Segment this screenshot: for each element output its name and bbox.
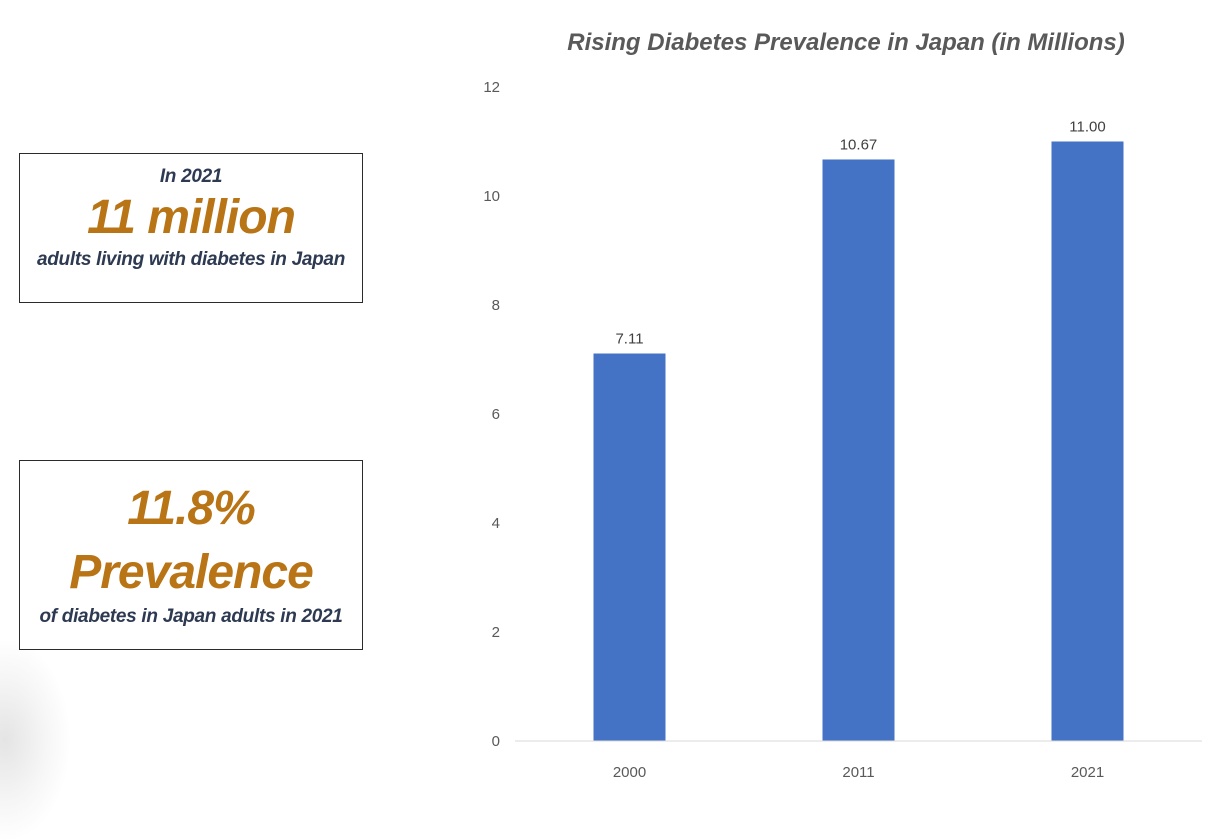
bar-2021 bbox=[1051, 141, 1124, 741]
y-tick-label-2: 4 bbox=[492, 515, 500, 532]
stat-box-prevalence: 11.8% Prevalence of diabetes in Japan ad… bbox=[19, 460, 363, 650]
y-tick-label-6: 12 bbox=[483, 79, 500, 96]
x-tick-label-2021: 2021 bbox=[1071, 764, 1104, 781]
bar-chart: Rising Diabetes Prevalence in Japan (in … bbox=[483, 29, 1202, 781]
data-labels: 7.11 10.67 11.00 bbox=[615, 119, 1105, 348]
bars bbox=[593, 141, 1124, 742]
x-tick-label-2000: 2000 bbox=[613, 764, 646, 781]
stat-prevalence-value: 11.8% bbox=[127, 482, 256, 535]
data-label-2000: 7.11 bbox=[615, 331, 643, 348]
stat-year-text: In 2021 bbox=[159, 166, 223, 187]
stat-box-adults: In 2021 11 million adults living with di… bbox=[19, 153, 363, 303]
bar-2011 bbox=[822, 159, 895, 742]
y-tick-label-3: 6 bbox=[492, 406, 500, 423]
x-axis: 2000 2011 2021 bbox=[515, 740, 1202, 781]
bar-2000 bbox=[593, 353, 666, 741]
data-label-2011: 10.67 bbox=[840, 136, 878, 153]
stat-prevalence-label: Prevalence bbox=[69, 546, 314, 599]
stat-prevalence-caption: of diabetes in Japan adults in 2021 bbox=[39, 606, 343, 627]
y-tick-label-0: 0 bbox=[492, 733, 500, 750]
stat-count-caption: adults living with diabetes in Japan bbox=[36, 249, 346, 270]
chart-title: Rising Diabetes Prevalence in Japan (in … bbox=[567, 29, 1124, 56]
y-axis: 0 2 4 6 8 10 12 bbox=[483, 79, 500, 750]
y-tick-label-5: 10 bbox=[483, 188, 500, 205]
background-shade bbox=[0, 640, 70, 840]
stat-count-value: 11 million bbox=[87, 191, 296, 244]
data-label-2021: 11.00 bbox=[1069, 119, 1105, 136]
x-tick-label-2011: 2011 bbox=[842, 764, 874, 781]
y-tick-label-4: 8 bbox=[492, 297, 500, 314]
y-tick-label-1: 2 bbox=[492, 624, 500, 641]
